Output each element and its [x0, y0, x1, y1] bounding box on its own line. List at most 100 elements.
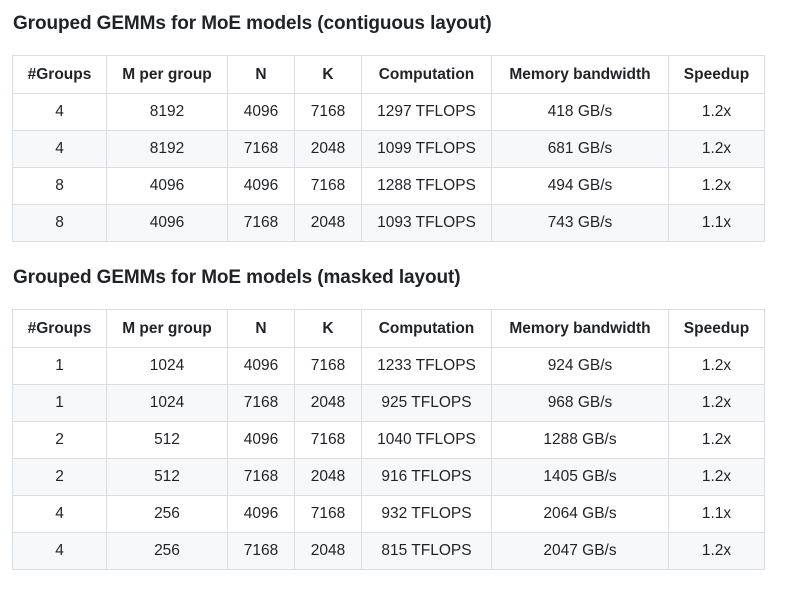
cell-k: 7168	[294, 495, 362, 533]
cell-speedup: 1.2x	[668, 167, 765, 205]
cell-groups: 2	[12, 458, 107, 496]
cell-k: 2048	[294, 204, 362, 242]
cell-computation: 925 TFLOPS	[361, 384, 492, 422]
cell-k: 2048	[294, 384, 362, 422]
cell-speedup: 1.1x	[668, 495, 765, 533]
contiguous-layout-table: #Groups M per group N K Computation Memory ba…	[12, 55, 765, 242]
table-row: 4 256 4096 7168 932 TFLOPS 2064 GB/s 1.1x	[12, 495, 765, 533]
cell-speedup: 1.2x	[668, 532, 765, 570]
cell-computation: 1233 TFLOPS	[361, 347, 492, 385]
cell-n: 7168	[227, 204, 295, 242]
cell-groups: 1	[12, 347, 107, 385]
column-header-n: N	[227, 309, 295, 348]
cell-groups: 4	[12, 532, 107, 570]
cell-memory-bandwidth: 2064 GB/s	[491, 495, 669, 533]
table-row: 4 8192 7168 2048 1099 TFLOPS 681 GB/s 1.2x	[12, 130, 765, 168]
cell-memory-bandwidth: 1288 GB/s	[491, 421, 669, 459]
column-header-m-per-group: M per group	[106, 309, 228, 348]
cell-groups: 2	[12, 421, 107, 459]
cell-computation: 932 TFLOPS	[361, 495, 492, 533]
column-header-memory-bandwidth: Memory bandwidth	[491, 55, 669, 94]
cell-groups: 8	[12, 204, 107, 242]
cell-m-per-group: 1024	[106, 384, 228, 422]
column-header-computation: Computation	[361, 309, 492, 348]
column-header-m-per-group: M per group	[106, 55, 228, 94]
cell-speedup: 1.1x	[668, 204, 765, 242]
cell-m-per-group: 4096	[106, 167, 228, 205]
masked-layout-table: #Groups M per group N K Computation Memory ba…	[12, 309, 765, 570]
cell-memory-bandwidth: 743 GB/s	[491, 204, 669, 242]
column-header-speedup: Speedup	[668, 55, 765, 94]
cell-speedup: 1.2x	[668, 384, 765, 422]
cell-n: 4096	[227, 421, 295, 459]
cell-m-per-group: 256	[106, 495, 228, 533]
cell-k: 7168	[294, 421, 362, 459]
cell-m-per-group: 8192	[106, 130, 228, 168]
column-header-n: N	[227, 55, 295, 94]
column-header-groups: #Groups	[12, 309, 107, 348]
cell-speedup: 1.2x	[668, 130, 765, 168]
table-header-row: #Groups M per group N K Computation Memory ba…	[12, 55, 765, 94]
table-header-row: #Groups M per group N K Computation Memory ba…	[12, 309, 765, 348]
cell-speedup: 1.2x	[668, 347, 765, 385]
table-row: 4 256 7168 2048 815 TFLOPS 2047 GB/s 1.2x	[12, 532, 765, 570]
section-title-masked: Grouped GEMMs for MoE models (masked lay…	[13, 267, 461, 288]
table-row: 4 8192 4096 7168 1297 TFLOPS 418 GB/s 1.2x	[12, 93, 765, 131]
cell-computation: 1288 TFLOPS	[361, 167, 492, 205]
cell-m-per-group: 4096	[106, 204, 228, 242]
cell-computation: 815 TFLOPS	[361, 532, 492, 570]
cell-groups: 8	[12, 167, 107, 205]
cell-k: 7168	[294, 347, 362, 385]
column-header-computation: Computation	[361, 55, 492, 94]
cell-groups: 4	[12, 93, 107, 131]
cell-computation: 916 TFLOPS	[361, 458, 492, 496]
table-row: 8 4096 4096 7168 1288 TFLOPS 494 GB/s 1.2x	[12, 167, 765, 205]
column-header-memory-bandwidth: Memory bandwidth	[491, 309, 669, 348]
table-row: 2 512 7168 2048 916 TFLOPS 1405 GB/s 1.2x	[12, 458, 765, 496]
cell-groups: 4	[12, 130, 107, 168]
table-row: 1 1024 4096 7168 1233 TFLOPS 924 GB/s 1.2x	[12, 347, 765, 385]
cell-n: 4096	[227, 495, 295, 533]
column-header-k: K	[294, 55, 362, 94]
cell-n: 7168	[227, 458, 295, 496]
cell-memory-bandwidth: 681 GB/s	[491, 130, 669, 168]
cell-computation: 1093 TFLOPS	[361, 204, 492, 242]
cell-groups: 4	[12, 495, 107, 533]
column-header-speedup: Speedup	[668, 309, 765, 348]
cell-speedup: 1.2x	[668, 93, 765, 131]
cell-memory-bandwidth: 494 GB/s	[491, 167, 669, 205]
cell-m-per-group: 512	[106, 458, 228, 496]
cell-computation: 1040 TFLOPS	[361, 421, 492, 459]
cell-n: 7168	[227, 384, 295, 422]
cell-n: 7168	[227, 532, 295, 570]
cell-k: 2048	[294, 532, 362, 570]
column-header-groups: #Groups	[12, 55, 107, 94]
cell-computation: 1297 TFLOPS	[361, 93, 492, 131]
cell-speedup: 1.2x	[668, 458, 765, 496]
cell-k: 2048	[294, 458, 362, 496]
cell-memory-bandwidth: 968 GB/s	[491, 384, 669, 422]
cell-memory-bandwidth: 418 GB/s	[491, 93, 669, 131]
cell-k: 7168	[294, 167, 362, 205]
cell-m-per-group: 1024	[106, 347, 228, 385]
cell-speedup: 1.2x	[668, 421, 765, 459]
cell-k: 2048	[294, 130, 362, 168]
cell-groups: 1	[12, 384, 107, 422]
table-row: 8 4096 7168 2048 1093 TFLOPS 743 GB/s 1.1x	[12, 204, 765, 242]
cell-m-per-group: 8192	[106, 93, 228, 131]
cell-computation: 1099 TFLOPS	[361, 130, 492, 168]
cell-memory-bandwidth: 1405 GB/s	[491, 458, 669, 496]
cell-n: 4096	[227, 167, 295, 205]
cell-memory-bandwidth: 2047 GB/s	[491, 532, 669, 570]
cell-k: 7168	[294, 93, 362, 131]
column-header-k: K	[294, 309, 362, 348]
section-title-contiguous: Grouped GEMMs for MoE models (contiguous…	[13, 13, 492, 34]
table-row: 2 512 4096 7168 1040 TFLOPS 1288 GB/s 1.2x	[12, 421, 765, 459]
cell-m-per-group: 512	[106, 421, 228, 459]
cell-m-per-group: 256	[106, 532, 228, 570]
cell-n: 7168	[227, 130, 295, 168]
cell-memory-bandwidth: 924 GB/s	[491, 347, 669, 385]
cell-n: 4096	[227, 93, 295, 131]
cell-n: 4096	[227, 347, 295, 385]
table-row: 1 1024 7168 2048 925 TFLOPS 968 GB/s 1.2x	[12, 384, 765, 422]
